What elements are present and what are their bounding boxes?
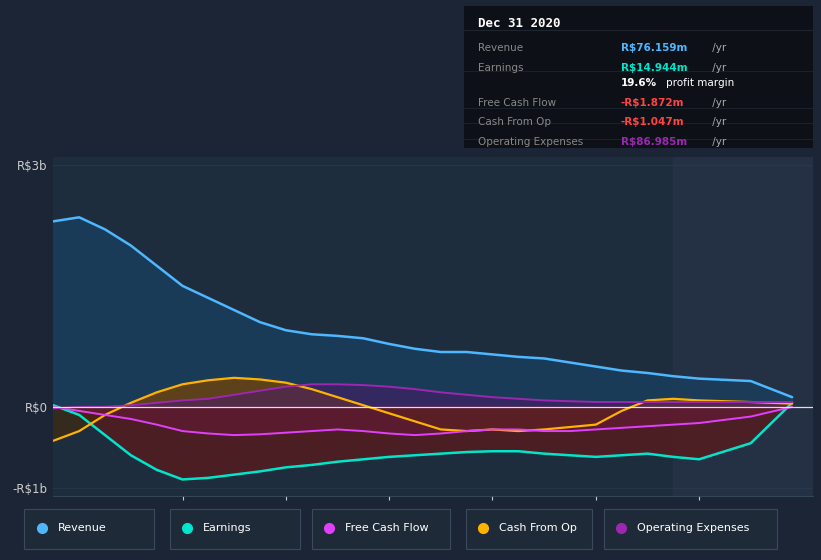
Text: -R$1.047m: -R$1.047m: [621, 117, 685, 127]
Text: /yr: /yr: [709, 99, 726, 109]
Text: Free Cash Flow: Free Cash Flow: [478, 99, 556, 109]
FancyBboxPatch shape: [170, 509, 300, 549]
Text: Operating Expenses: Operating Expenses: [478, 137, 583, 147]
Text: Earnings: Earnings: [204, 523, 252, 533]
FancyBboxPatch shape: [603, 509, 777, 549]
Text: Cash From Op: Cash From Op: [499, 523, 576, 533]
Bar: [673, 157, 813, 496]
Text: /yr: /yr: [709, 63, 726, 73]
Text: Cash From Op: Cash From Op: [478, 117, 551, 127]
FancyBboxPatch shape: [466, 509, 592, 549]
Text: Free Cash Flow: Free Cash Flow: [345, 523, 429, 533]
Text: profit margin: profit margin: [667, 78, 735, 88]
Text: Revenue: Revenue: [478, 43, 523, 53]
Text: /yr: /yr: [709, 117, 726, 127]
Text: -R$1.872m: -R$1.872m: [621, 99, 685, 109]
Text: Earnings: Earnings: [478, 63, 523, 73]
Text: R$14.944m: R$14.944m: [621, 63, 687, 73]
Text: R$76.159m: R$76.159m: [621, 43, 687, 53]
Text: Operating Expenses: Operating Expenses: [637, 523, 749, 533]
Text: Dec 31 2020: Dec 31 2020: [478, 17, 560, 30]
FancyBboxPatch shape: [312, 509, 450, 549]
Text: Revenue: Revenue: [57, 523, 106, 533]
Text: 19.6%: 19.6%: [621, 78, 657, 88]
Text: /yr: /yr: [709, 43, 726, 53]
Text: /yr: /yr: [709, 137, 726, 147]
FancyBboxPatch shape: [25, 509, 154, 549]
Text: R$86.985m: R$86.985m: [621, 137, 687, 147]
